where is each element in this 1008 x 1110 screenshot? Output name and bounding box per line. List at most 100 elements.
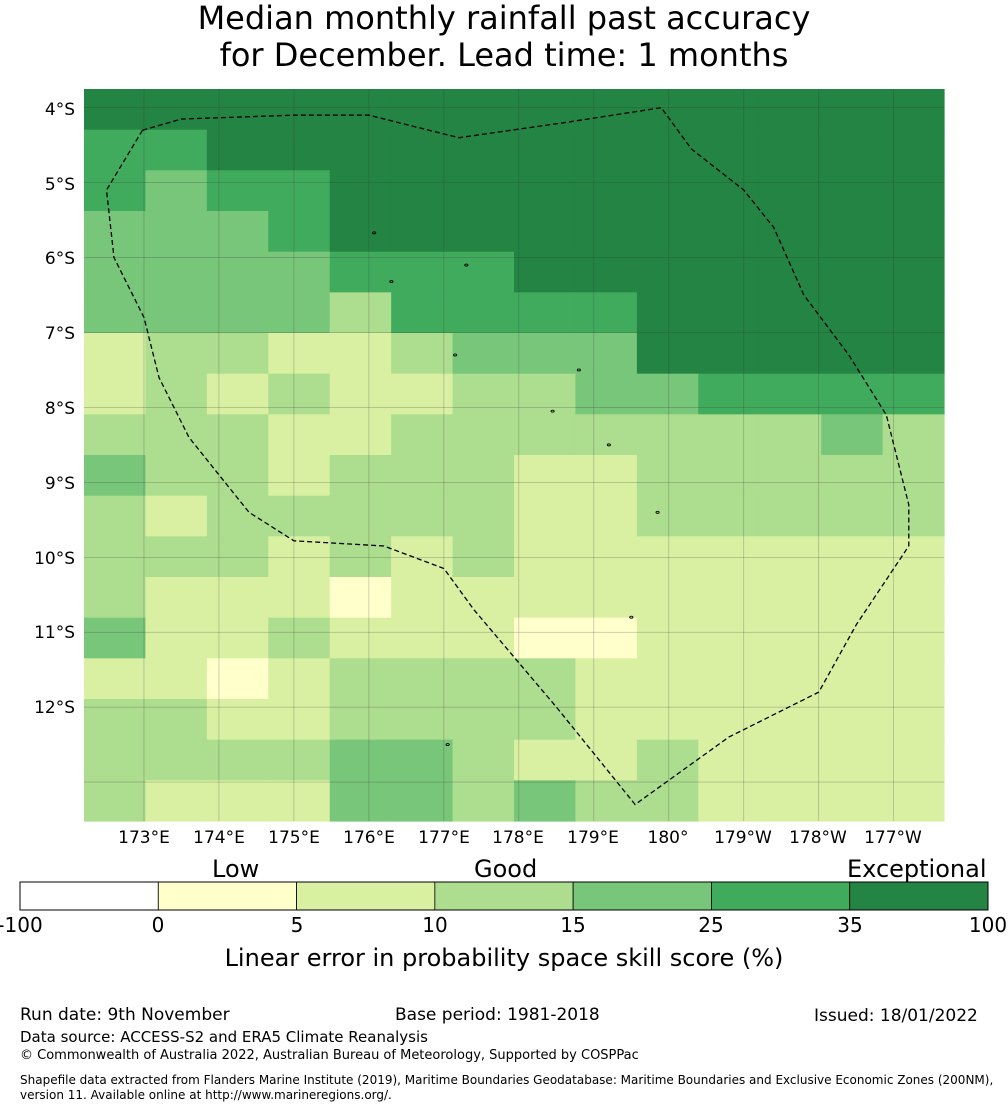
skill-cell: [575, 699, 637, 740]
skill-cell: [883, 577, 945, 618]
skill-cell: [514, 414, 576, 455]
skill-cell: [760, 577, 822, 618]
skill-cell: [514, 780, 576, 821]
skill-cell: [698, 333, 760, 374]
skill-cell: [330, 211, 392, 252]
skill-cell: [760, 374, 822, 415]
skill-cell: [514, 292, 576, 333]
skill-cell: [84, 89, 146, 130]
colorbar-segment: [297, 882, 435, 910]
skill-cell: [330, 414, 392, 455]
skill-cell: [330, 577, 392, 618]
skill-cell: [883, 374, 945, 415]
skill-cell: [84, 374, 146, 415]
skill-cell: [145, 658, 207, 699]
skill-cell: [698, 170, 760, 211]
skill-cell: [453, 414, 515, 455]
skill-cell: [330, 699, 392, 740]
skill-cell: [760, 455, 822, 496]
skill-cell: [575, 211, 637, 252]
skill-cell: [453, 658, 515, 699]
lon-label-179e: 179°E: [553, 828, 633, 848]
skill-cell: [453, 780, 515, 821]
lat-label-7s: 7°S: [0, 324, 75, 344]
skill-cell: [330, 618, 392, 659]
colorbar-tick: 15: [538, 913, 608, 937]
lon-label-173e: 173°E: [104, 828, 184, 848]
skill-cell: [883, 292, 945, 333]
skill-cell: [637, 699, 699, 740]
skill-cell: [575, 252, 637, 293]
skill-cell: [575, 374, 637, 415]
lon-label-177w: 177°W: [853, 828, 933, 848]
skill-cell: [575, 130, 637, 171]
skill-cell: [453, 130, 515, 171]
skill-cell: [760, 130, 822, 171]
skill-cell: [145, 333, 207, 374]
skill-cell: [821, 252, 883, 293]
skill-cell: [330, 455, 392, 496]
skill-cell: [821, 374, 883, 415]
category-good: Good: [474, 855, 537, 883]
category-exceptional: Exceptional: [847, 855, 987, 883]
skill-cell: [760, 740, 822, 781]
skill-cell: [637, 496, 699, 537]
skill-cell: [268, 89, 330, 130]
skill-cell: [760, 333, 822, 374]
skill-cell: [883, 740, 945, 781]
skill-cell: [84, 618, 146, 659]
skill-cell: [883, 658, 945, 699]
colorbar-segment: [158, 882, 296, 910]
shapefile-credit: Shapefile data extracted from Flanders M…: [20, 1073, 1008, 1103]
skill-cell: [84, 292, 146, 333]
skill-cell: [698, 252, 760, 293]
colorbar-tick: 10: [400, 913, 470, 937]
skill-cell: [698, 414, 760, 455]
skill-cell: [637, 374, 699, 415]
skill-grid-cells: [84, 89, 945, 822]
skill-cell: [268, 333, 330, 374]
colorbar-tick: 35: [815, 913, 885, 937]
skill-cell: [330, 658, 392, 699]
skill-cell: [207, 414, 269, 455]
skill-cell: [268, 699, 330, 740]
lon-label-178w: 178°W: [778, 828, 858, 848]
colorbar-axis-label: Linear error in probability space skill …: [0, 943, 1008, 973]
skill-cell: [637, 292, 699, 333]
skill-cell: [760, 536, 822, 577]
skill-cell: [330, 292, 392, 333]
skill-cell: [698, 658, 760, 699]
skill-cell: [821, 333, 883, 374]
skill-cell: [207, 455, 269, 496]
skill-cell: [698, 699, 760, 740]
skill-cell: [514, 740, 576, 781]
skill-cell: [637, 414, 699, 455]
skill-cell: [268, 374, 330, 415]
lat-label-9s: 9°S: [0, 474, 75, 494]
skill-cell: [207, 89, 269, 130]
skill-cell: [821, 740, 883, 781]
base-period: Base period: 1981-2018: [395, 1005, 600, 1025]
lat-label-12s: 12°S: [0, 698, 75, 718]
skill-cell: [637, 211, 699, 252]
skill-cell: [145, 374, 207, 415]
skill-cell: [145, 496, 207, 537]
skill-cell: [207, 211, 269, 252]
colorbar-segment: [711, 882, 849, 910]
skill-cell: [330, 740, 392, 781]
skill-cell: [821, 658, 883, 699]
skill-cell: [268, 414, 330, 455]
skill-cell: [760, 496, 822, 537]
skill-cell: [637, 455, 699, 496]
lon-label-179w: 179°W: [703, 828, 783, 848]
skill-cell: [84, 577, 146, 618]
skill-cell: [883, 496, 945, 537]
colorbar-segment: [20, 882, 158, 910]
skill-cell: [330, 333, 392, 374]
skill-cell: [698, 455, 760, 496]
colorbar-segment: [435, 882, 573, 910]
colorbar-segment: [850, 882, 988, 910]
skill-cell: [514, 699, 576, 740]
lon-label-176e: 176°E: [329, 828, 409, 848]
skill-cell: [514, 658, 576, 699]
